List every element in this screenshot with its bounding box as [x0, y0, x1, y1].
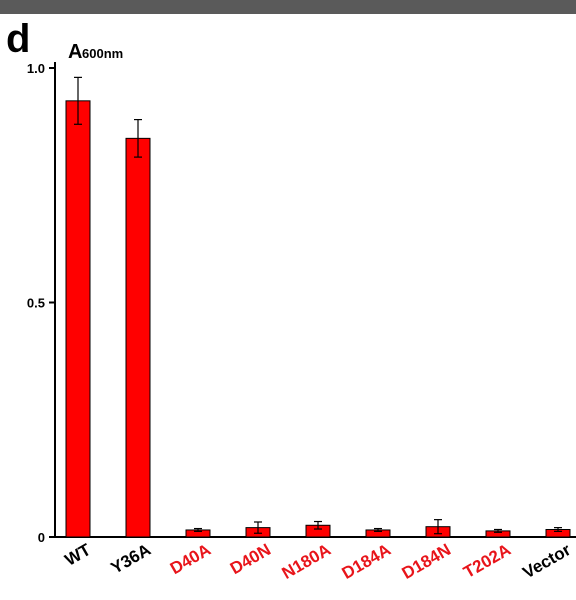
x-tick-label: T202A — [460, 540, 514, 582]
panel-label: d — [6, 17, 30, 61]
x-tick-label: D184N — [399, 540, 454, 583]
x-tick-label: Vector — [519, 540, 574, 583]
y-tick-label: 1.0 — [27, 61, 45, 76]
x-tick-label: D184A — [339, 540, 394, 583]
photo-strip — [0, 0, 576, 14]
chart: d A 600nm 00.51.0WTY36AD40AD40NN180AD184… — [0, 0, 576, 600]
x-tick-label: WT — [62, 540, 95, 570]
y-tick-label: 0 — [38, 530, 45, 545]
y-tick-label: 0.5 — [27, 296, 45, 311]
y-label: A — [68, 41, 82, 63]
x-tick-label: D40A — [167, 540, 214, 578]
x-tick-label: Y36A — [108, 540, 154, 578]
bar — [66, 101, 90, 537]
bar — [126, 138, 150, 537]
x-tick-label: N180A — [279, 540, 334, 583]
y-label-sub: 600nm — [82, 46, 123, 61]
x-tick-label: D40N — [227, 540, 274, 578]
